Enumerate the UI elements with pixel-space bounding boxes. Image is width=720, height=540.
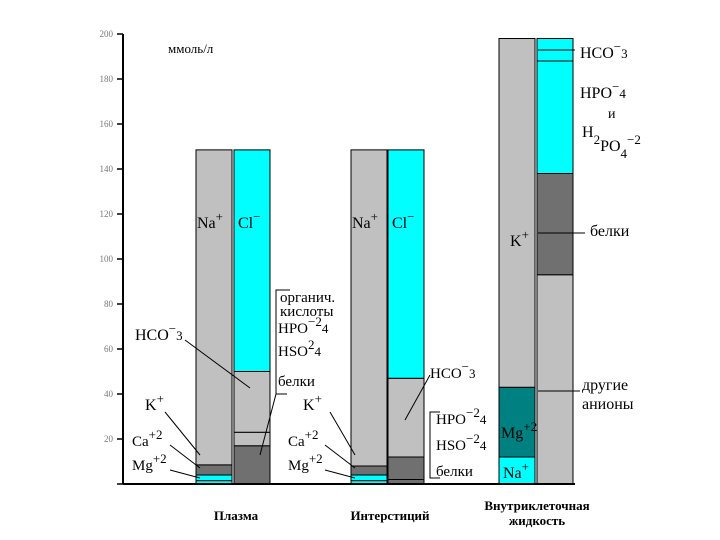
bar-segment: [195, 464, 233, 476]
bar-segment: [498, 38, 536, 388]
x-category-label: Плазма: [214, 508, 259, 523]
mg-label: Mg+2: [501, 419, 537, 442]
na-label: Na+: [197, 209, 223, 232]
cl-label: Cl−: [392, 209, 414, 232]
y-axis-unit-label: ммоль/л: [168, 41, 214, 56]
bar-segment: [195, 474, 233, 482]
y-tick-label: 40: [104, 389, 114, 399]
organic-acids-label: органич.: [280, 290, 335, 306]
bracket: [429, 411, 440, 479]
organic-acids-label-2: кислоты: [280, 304, 333, 320]
proteins-label: белки: [436, 464, 473, 480]
leader-line: [169, 469, 201, 479]
bar-segment: [350, 474, 388, 482]
hso4-label: HSO−24: [436, 431, 487, 454]
bar-segment: [233, 445, 271, 485]
k-label: K+: [145, 391, 164, 414]
bar-segment: [387, 149, 425, 379]
bar-segment: [195, 149, 233, 466]
y-tick-label: 60: [104, 344, 114, 354]
hpo4-label: HPO−24: [436, 405, 487, 428]
leader-line: [324, 444, 356, 469]
y-tick-label: 180: [100, 74, 114, 84]
bar-segment: [233, 371, 271, 433]
proteins-label: белки: [278, 374, 315, 390]
leader-line: [404, 374, 431, 421]
proteins-label: белки: [590, 223, 630, 240]
na-label: Na+: [503, 459, 529, 482]
hso4-label: HSO24: [278, 337, 322, 360]
y-tick-label: 120: [100, 209, 114, 219]
mg-label: Mg+2: [288, 451, 323, 474]
bar-segment: [387, 456, 425, 480]
other-anions-label: другие: [582, 377, 628, 394]
x-category-label: Интерстиций: [350, 508, 430, 523]
x-category-label: жидкость: [509, 513, 565, 528]
hpo4-label: HPO−24: [278, 314, 329, 337]
leader-line: [324, 469, 356, 479]
k-label: K+: [303, 391, 322, 414]
leader-line: [259, 393, 277, 456]
other-anions-label-2: анионы: [582, 396, 634, 413]
leader-line: [169, 444, 201, 469]
y-tick-label: 160: [100, 119, 114, 129]
annotations: Na+ Cl−органич.кислотыHPO−24HSO24белкиHCO…: [132, 39, 641, 482]
leader-line: [329, 411, 356, 456]
and-label: и: [608, 107, 616, 122]
y-tick-label: 80: [104, 299, 114, 309]
ca-label: Ca+2: [132, 427, 163, 450]
bracket: [275, 289, 290, 395]
hco3-label: HCO−3: [580, 39, 628, 62]
k-label: K+: [510, 227, 529, 250]
x-category-label: Внутриклеточная: [484, 498, 589, 513]
leader-line: [184, 339, 251, 389]
bar-segment: [536, 274, 574, 485]
hpo4-label: HPO−4: [580, 79, 626, 102]
hco3-label: HCO−3: [430, 359, 476, 382]
y-tick-label: 140: [100, 164, 114, 174]
mg-label: Mg+2: [132, 451, 167, 474]
ca-label: Ca+2: [288, 427, 319, 450]
bar-segment: [536, 173, 574, 276]
na-label: Na+: [352, 209, 378, 232]
bar-segment: [350, 149, 388, 467]
bar-segment: [233, 149, 271, 372]
h2po4-label: H2PO4−2: [582, 124, 641, 161]
y-axis: 20 40 60 80 100 120 140 160 180 200: [100, 29, 124, 485]
y-tick-label: 100: [100, 254, 114, 264]
bar-segment: [498, 456, 536, 485]
hco3-label: HCO−3: [135, 321, 183, 344]
bar-segment: [350, 465, 388, 476]
bar-segment: [536, 60, 574, 174]
leader-line: [164, 411, 201, 456]
bars: [123, 38, 575, 485]
cl-label: Cl−: [238, 209, 260, 232]
y-tick-label: 20: [104, 434, 114, 444]
bar-segment: [498, 386, 536, 458]
y-tick-label: 200: [100, 29, 114, 39]
